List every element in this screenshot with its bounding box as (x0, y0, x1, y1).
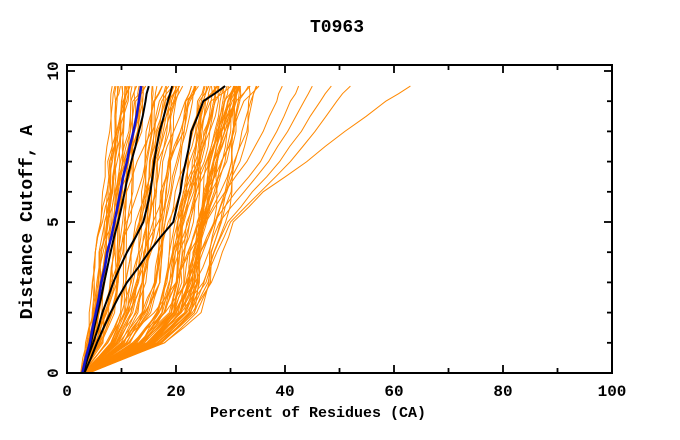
prediction-curve (86, 85, 219, 374)
outlier-1 (85, 85, 283, 374)
y-tick-label: 0 (45, 368, 63, 378)
prediction-curve (82, 86, 158, 374)
prediction-curve (86, 86, 225, 374)
x-tick-label: 0 (62, 383, 72, 401)
prediction-curve (85, 85, 199, 374)
outlier-6 (88, 85, 411, 374)
prediction-curve (83, 85, 163, 374)
black-model-2 (82, 85, 174, 374)
prediction-curve (85, 85, 210, 374)
model-curves (80, 85, 411, 374)
x-tick-label: 100 (598, 383, 627, 401)
blue-model (81, 85, 143, 374)
y-tick-label: 10 (45, 61, 63, 80)
black-model-1 (82, 85, 150, 374)
prediction-curve (80, 86, 129, 374)
prediction-curve (84, 85, 197, 374)
prediction-curve (87, 86, 242, 374)
y-tick-label: 5 (45, 217, 63, 227)
outlier-4 (87, 85, 332, 374)
outlier-3 (87, 85, 313, 374)
x-tick-label: 40 (275, 383, 294, 401)
prediction-curve (80, 86, 124, 374)
chart-title: T0963 (310, 18, 364, 38)
prediction-curve (86, 85, 228, 374)
prediction-curve (86, 85, 241, 374)
x-axis-label: Percent of Residues (CA) (210, 405, 426, 422)
x-tick-label: 20 (166, 383, 185, 401)
prediction-curve (82, 86, 154, 374)
prediction-curve (83, 85, 180, 374)
prediction-curve (83, 86, 177, 374)
tick-labels: 0 20 40 60 80 100 0 5 10 (45, 61, 626, 401)
prediction-curve (86, 86, 216, 374)
prediction-curve (82, 86, 153, 374)
prediction-curve (80, 86, 117, 374)
black-model-3 (83, 85, 226, 374)
prediction-curve (85, 85, 220, 374)
prediction-curve (83, 86, 167, 374)
prediction-curve (83, 85, 174, 374)
prediction-curve (81, 86, 144, 374)
prediction-curve (88, 85, 249, 374)
prediction-curve (83, 85, 192, 374)
outlier-2 (86, 85, 300, 374)
plot-frame (66, 64, 613, 374)
x-tick-label: 80 (493, 383, 512, 401)
prediction-curve (86, 85, 225, 374)
y-axis-label: Distance Cutoff, A (18, 125, 38, 320)
outlier-5 (88, 85, 351, 374)
prediction-curve (88, 86, 251, 374)
x-tick-label: 60 (384, 383, 403, 401)
